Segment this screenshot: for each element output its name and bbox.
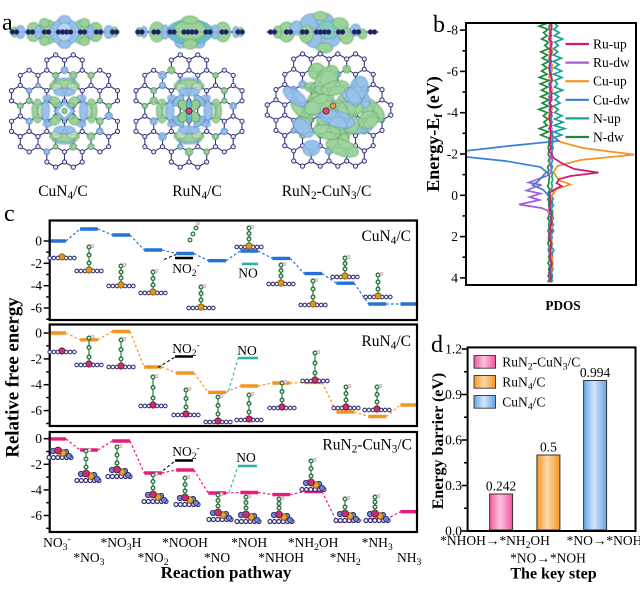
svg-text:-2: -2 xyxy=(31,351,42,366)
svg-text:-6: -6 xyxy=(31,301,42,316)
svg-text:-2: -2 xyxy=(31,457,42,472)
svg-text:NH3: NH3 xyxy=(397,550,422,568)
svg-text:RuN4/C: RuN4/C xyxy=(361,333,411,352)
svg-text:b: b xyxy=(433,12,445,38)
svg-text:N-up: N-up xyxy=(593,111,621,126)
svg-text:*NO→*NOH: *NO→*NOH xyxy=(510,551,586,566)
svg-text:RuN2-CuN3/C: RuN2-CuN3/C xyxy=(322,437,412,456)
svg-text:NO2-: NO2- xyxy=(172,443,200,462)
svg-text:-4: -4 xyxy=(447,105,458,120)
svg-text:-6: -6 xyxy=(447,64,458,79)
svg-text:*NOOH: *NOOH xyxy=(162,535,208,550)
svg-text:*NO2: *NO2 xyxy=(137,550,168,568)
svg-text:*NH2: *NH2 xyxy=(330,550,361,568)
svg-text:4: 4 xyxy=(451,270,458,285)
svg-text:CuN4/C: CuN4/C xyxy=(38,183,88,202)
svg-text:d: d xyxy=(431,332,443,358)
svg-text:RuN4/C: RuN4/C xyxy=(502,375,545,393)
svg-text:0.994: 0.994 xyxy=(580,365,611,380)
svg-text:*NH2OH: *NH2OH xyxy=(288,535,339,553)
svg-text:-6: -6 xyxy=(31,403,42,418)
svg-text:-2: -2 xyxy=(447,147,458,162)
svg-text:Energy-Ef (eV): Energy-Ef (eV) xyxy=(423,76,445,191)
svg-text:0: 0 xyxy=(35,326,42,341)
svg-text:NO: NO xyxy=(236,450,256,465)
svg-text:*NH3: *NH3 xyxy=(362,535,393,553)
svg-text:CuN4/C: CuN4/C xyxy=(502,395,545,413)
svg-text:0.242: 0.242 xyxy=(486,479,516,494)
svg-text:*NHOH→*NH2OH: *NHOH→*NH2OH xyxy=(440,533,550,551)
svg-text:*NHOH: *NHOH xyxy=(258,550,304,565)
svg-text:2: 2 xyxy=(451,229,458,244)
svg-text:0: 0 xyxy=(35,431,42,446)
svg-text:c: c xyxy=(4,201,15,227)
svg-text:*NO: *NO xyxy=(204,550,230,565)
svg-text:*NO3: *NO3 xyxy=(73,550,104,568)
svg-text:*NO3H: *NO3H xyxy=(101,535,142,553)
svg-text:NO: NO xyxy=(238,266,258,281)
svg-text:1.2: 1.2 xyxy=(445,342,462,357)
svg-text:NO2-: NO2- xyxy=(172,340,200,359)
svg-text:-4: -4 xyxy=(31,377,42,392)
svg-text:NO2-: NO2- xyxy=(172,260,200,279)
svg-text:RuN2-CuN3/C: RuN2-CuN3/C xyxy=(502,355,580,373)
svg-text:Cu-up: Cu-up xyxy=(593,74,627,89)
svg-text:0.9: 0.9 xyxy=(445,387,462,402)
svg-text:a: a xyxy=(2,10,13,36)
svg-text:-4: -4 xyxy=(31,482,42,497)
svg-text:-2: -2 xyxy=(31,256,42,271)
svg-text:0.5: 0.5 xyxy=(540,440,557,455)
svg-text:RuN2-CuN3/C: RuN2-CuN3/C xyxy=(282,183,372,202)
svg-text:*NOH: *NOH xyxy=(231,535,267,550)
svg-text:Ru-up: Ru-up xyxy=(593,37,627,52)
svg-text:PDOS: PDOS xyxy=(545,298,580,313)
svg-text:CuN4/C: CuN4/C xyxy=(361,228,411,247)
svg-text:*NO→*NOH: *NO→*NOH xyxy=(567,533,640,548)
svg-text:Energy barrier (eV): Energy barrier (eV) xyxy=(430,373,447,510)
svg-text:Relative free energy: Relative free energy xyxy=(3,297,24,458)
svg-text:0.3: 0.3 xyxy=(445,478,462,493)
svg-text:Reaction pathway: Reaction pathway xyxy=(161,563,292,582)
svg-text:-6: -6 xyxy=(31,508,42,523)
svg-text:0: 0 xyxy=(35,234,42,249)
svg-text:Cu-dw: Cu-dw xyxy=(593,92,630,107)
svg-text:N-dw: N-dw xyxy=(593,130,624,145)
svg-text:0.0: 0.0 xyxy=(445,524,462,539)
svg-text:0: 0 xyxy=(451,188,458,203)
svg-text:The key step: The key step xyxy=(510,566,596,583)
svg-text:Ru-dw: Ru-dw xyxy=(593,55,630,70)
svg-text:0.6: 0.6 xyxy=(445,433,462,448)
svg-text:NO3-: NO3- xyxy=(43,534,71,553)
svg-text:-4: -4 xyxy=(31,278,42,293)
svg-text:-8: -8 xyxy=(447,23,458,38)
svg-text:RuN4/C: RuN4/C xyxy=(172,183,222,202)
svg-text:NO: NO xyxy=(237,343,257,358)
